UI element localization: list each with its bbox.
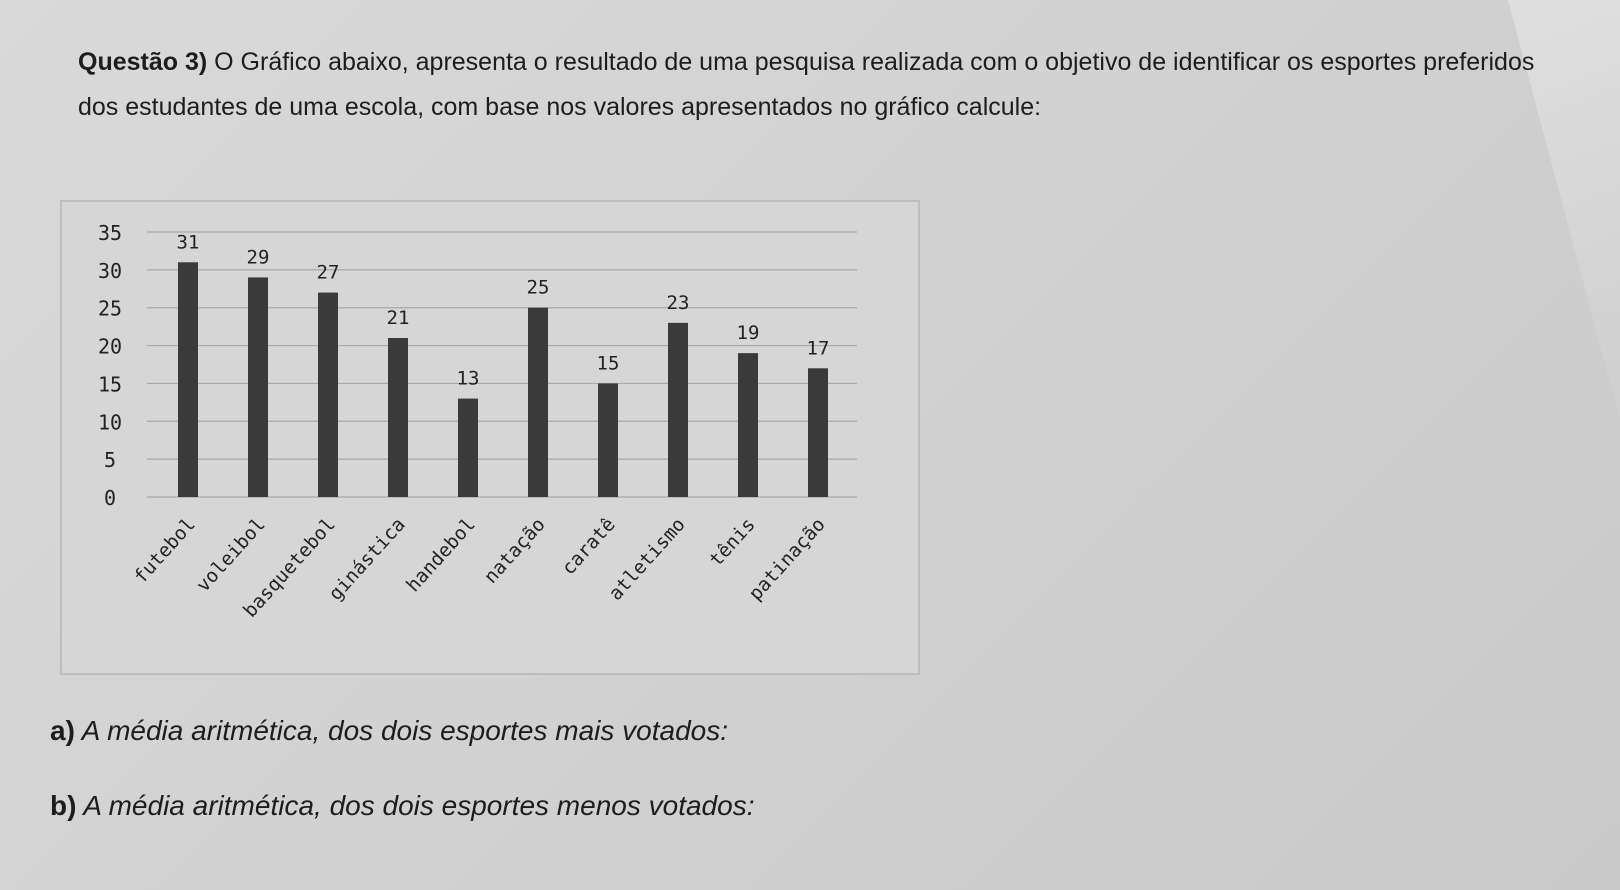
item-a-text: A média aritmética, dos dois esportes ma… [81,715,729,746]
bar [178,262,198,497]
bar [318,292,338,497]
value-label: 13 [457,368,480,390]
bar [248,277,268,497]
category-label: tênis [705,514,760,571]
question-body: O Gráfico abaixo, apresenta o resultado … [78,48,1535,121]
bar [738,353,758,497]
y-tick-label: 25 [98,297,122,321]
bar [598,383,618,497]
category-label: futebol [130,514,200,588]
category-label: caratê [557,514,619,580]
value-label: 21 [387,307,410,329]
bar [668,322,688,497]
item-b-letter: b) [50,790,77,821]
item-b-text: A média aritmética, dos dois esportes me… [83,790,755,821]
category-label: handebol [402,514,480,597]
question-text: Questão 3) O Gráfico abaixo, apresenta o… [78,40,1558,130]
bar-chart: 0 5 10 15 20 25 30 35 31 futebol 29 voleibol 27 basqu… [60,200,920,675]
bar [388,338,408,497]
value-label: 15 [597,352,620,374]
y-tick-label: 20 [98,335,122,359]
category-label: voleibol [192,514,270,597]
value-label: 23 [667,292,690,314]
y-tick-label: 0 [104,486,116,510]
value-label: 27 [317,262,340,284]
y-tick-label: 35 [98,221,122,245]
value-label: 17 [807,337,830,359]
y-tick-label: 10 [98,410,122,434]
y-tick-label: 5 [104,448,116,472]
bar [808,368,828,497]
item-a-letter: a) [50,715,75,746]
value-label: 31 [177,231,200,253]
y-tick-label: 30 [98,259,122,283]
question-label: Questão 3) [78,48,208,76]
value-label: 25 [527,277,550,299]
category-label: natação [480,514,550,588]
value-label: 19 [737,322,760,344]
value-label: 29 [247,246,270,268]
bar [458,398,478,497]
bar [528,307,548,497]
y-tick-label: 15 [98,372,122,396]
item-b: b) A média aritmética, dos dois esportes… [50,790,754,822]
item-a: a) A média aritmética, dos dois esportes… [50,715,728,747]
